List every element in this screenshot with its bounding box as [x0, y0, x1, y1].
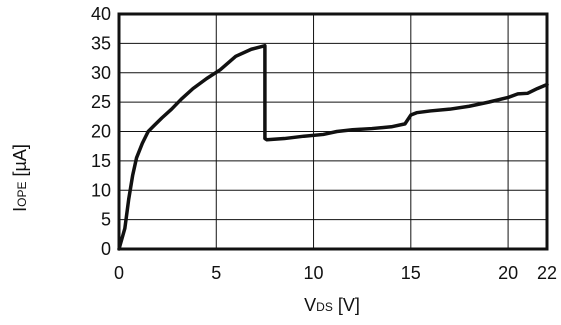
data-point: [180, 98, 183, 100]
data-point: [205, 77, 208, 80]
data-point: [410, 114, 412, 116]
data-point: [390, 126, 393, 128]
data-point: [336, 130, 338, 133]
data-point: [147, 130, 149, 133]
x-axis-label: VDS [V]: [304, 295, 360, 315]
y-tick-label: 35: [91, 33, 111, 53]
x-tick-label: 10: [304, 263, 324, 283]
data-point: [371, 127, 373, 130]
data-point: [283, 137, 286, 140]
data-point: [415, 111, 418, 114]
data-point: [264, 137, 266, 140]
x-tick-label: 5: [211, 263, 221, 283]
data-point: [124, 227, 126, 230]
plot-frame: [117, 12, 549, 251]
y-tick-label: 30: [91, 63, 111, 83]
y-tick-label: 15: [91, 151, 111, 171]
data-point: [507, 96, 509, 99]
data-point: [517, 93, 519, 95]
data-point: [161, 117, 163, 119]
y-tick-label: 20: [91, 122, 111, 142]
data-point: [250, 48, 253, 51]
x-tick-labels: 0 5 10 15 20 22: [114, 263, 557, 283]
data-point: [351, 128, 354, 131]
y-tick-label: 10: [91, 180, 111, 200]
data-point: [322, 133, 325, 136]
data-point: [526, 92, 529, 95]
y-axis-label: IOPE [µA]: [10, 144, 30, 212]
data-point: [303, 135, 305, 137]
x-tick-label: 15: [401, 263, 421, 283]
y-tick-label: 0: [101, 239, 111, 259]
y-tick-label: 25: [91, 92, 111, 112]
data-point: [536, 87, 539, 90]
data-point: [266, 138, 268, 141]
data-point: [487, 101, 490, 103]
x-tick-label: 22: [537, 263, 557, 283]
series-layer: [117, 43, 549, 251]
data-point: [448, 108, 451, 110]
data-point: [234, 55, 237, 58]
data-point: [127, 198, 130, 200]
data-point: [429, 110, 432, 112]
y-tick-label: 5: [101, 210, 111, 230]
data-point: [264, 44, 266, 47]
y-tick-label: 40: [91, 4, 111, 24]
grid: [119, 14, 547, 249]
data-point: [141, 142, 144, 145]
x-tick-label: 0: [114, 263, 124, 283]
x-tick-label: 20: [498, 263, 518, 283]
data-point: [153, 124, 155, 127]
series-line: [117, 43, 549, 251]
data-point: [468, 105, 470, 108]
data-point: [170, 108, 173, 110]
y-tick-labels: 0 5 10 15 20 25 30 35 40: [91, 4, 111, 259]
data-point: [135, 157, 138, 159]
data-point: [219, 69, 221, 71]
data-point: [131, 174, 134, 177]
data-point: [192, 87, 194, 90]
data-point: [404, 123, 406, 125]
